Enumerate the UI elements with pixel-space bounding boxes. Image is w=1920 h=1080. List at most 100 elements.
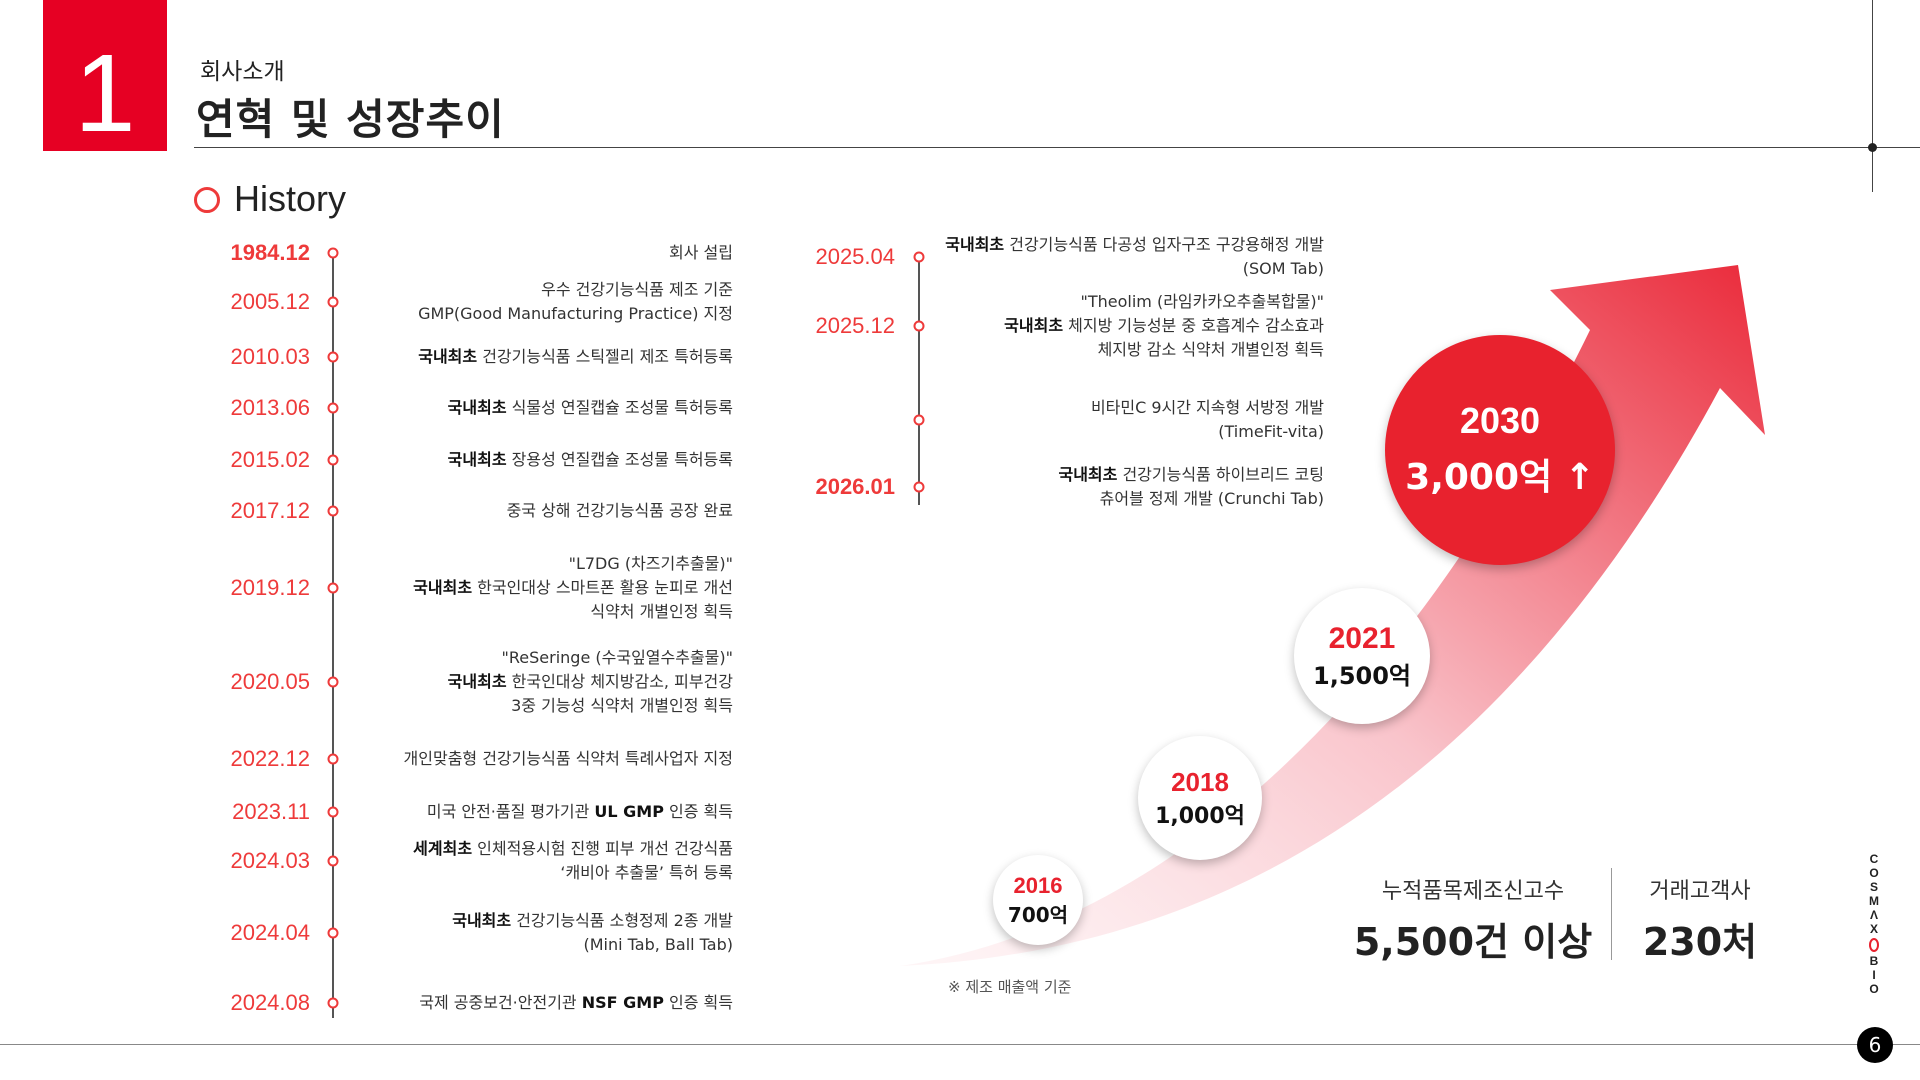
description-line: 우수 건강기능식품 제조 기준: [541, 280, 733, 299]
timeline-date: 2024.03: [230, 848, 310, 873]
timeline-dot: [327, 997, 339, 1009]
highlight-text: 국내최초: [418, 347, 478, 366]
timeline-date: 2005.12: [230, 289, 310, 314]
description-text: 인증 획득: [663, 802, 733, 821]
description-line: 국제 공중보건·안전기관 NSF GMP 인증 획득: [419, 991, 733, 1015]
highlight-text: 국내최초: [452, 911, 512, 930]
header-divider: [194, 147, 1920, 148]
description-line: 국내최초 식물성 연질캡슐 조성물 특허등록: [448, 396, 733, 420]
description-text: ‘캐비아 추출물’ 특허 등록: [560, 863, 733, 882]
description-text: 건강기능식품 소형정제 2종 개발: [511, 911, 733, 930]
description-line: 국내최초 건강기능식품 하이브리드 코팅: [1058, 463, 1324, 487]
milestone-circle: 2018 1,000억: [1138, 736, 1262, 860]
vertical-divider: [1872, 0, 1873, 192]
timeline-dot: [913, 320, 925, 332]
milestone-circle: 2021 1,500억: [1294, 588, 1430, 724]
brand-letter: C: [1869, 852, 1879, 866]
timeline-description: 국내최초 장용성 연질캡슐 조성물 특허등록: [448, 448, 733, 472]
stat-value: 230처: [1642, 920, 1758, 964]
timeline-date: 2022.12: [230, 746, 310, 771]
timeline-date: 2010.03: [230, 344, 310, 369]
stat-label: 거래고객사: [1649, 879, 1751, 904]
footer-divider: [0, 1044, 1920, 1045]
description-line: (Mini Tab, Ball Tab): [452, 933, 733, 957]
highlight-text: 국내최초: [413, 578, 473, 597]
brand-letter: O: [1869, 866, 1879, 880]
description-text: 회사 설립: [669, 243, 733, 262]
timeline-description: 세계최초 인체적용시험 진행 피부 개선 건강식품 ‘캐비아 추출물’ 특허 등록: [413, 837, 733, 885]
brand-letter: B: [1869, 954, 1879, 968]
description-line: 개인맞춤형 건강기능식품 식약처 특례사업자 지정: [404, 747, 733, 771]
description-text: 한국인대상 스마트폰 활용 눈피로 개선: [472, 578, 733, 597]
description-text: 식약처 개별인정 획득: [590, 602, 733, 621]
timeline-date: 2015.02: [230, 447, 310, 472]
milestone-year: 2018: [1171, 766, 1229, 797]
description-line: 체지방 감소 식약처 개별인정 획득: [1004, 338, 1324, 362]
milestone-year: 2016: [1013, 872, 1063, 898]
timeline-description: 국제 공중보건·안전기관 NSF GMP 인증 획득: [419, 991, 733, 1015]
description-text: 비타민C 9시간 지속형 서방정 개발: [1090, 398, 1324, 417]
highlight-text: 세계최초: [413, 839, 473, 858]
description-text: (Mini Tab, Ball Tab): [583, 935, 733, 954]
page-number: 6: [1857, 1027, 1893, 1063]
page-title: 연혁 및 성장추이: [196, 95, 505, 144]
timeline-date: 2019.12: [230, 575, 310, 600]
brand-mark-icon: [1869, 938, 1879, 952]
milestone-value: 1,000억: [1155, 803, 1245, 829]
brand-letter: I: [1872, 968, 1876, 982]
description-line: 3중 기능성 식약처 개별인정 획득: [448, 694, 733, 718]
highlight-text: UL GMP: [594, 802, 664, 821]
description-line: GMP(Good Manufacturing Practice) 지정: [418, 304, 733, 323]
description-line: ‘캐비아 추출물’ 특허 등록: [413, 861, 733, 885]
description-line: 미국 안전·품질 평가기관 UL GMP 인증 획득: [427, 800, 733, 824]
description-line: 국내최초 건강기능식품 다공성 입자구조 구강용해정 개발: [945, 233, 1324, 257]
timeline-date: 2023.11: [232, 799, 310, 824]
description-text: 식물성 연질캡슐 조성물 특허등록: [506, 398, 733, 417]
description-line: 세계최초 인체적용시험 진행 피부 개선 건강식품: [413, 837, 733, 861]
timeline-dot: [913, 481, 925, 493]
highlight-text: 국내최초: [447, 672, 507, 691]
description-line: 회사 설립: [669, 241, 733, 265]
timeline-dot: [327, 351, 339, 363]
description-line: 국내최초 건강기능식품 소형정제 2종 개발: [452, 909, 733, 933]
timeline-description: 국내최초 건강기능식품 소형정제 2종 개발 (Mini Tab, Ball Ta…: [452, 909, 733, 957]
description-text: 체지방 감소 식약처 개별인정 획득: [1097, 340, 1324, 359]
history-heading: History: [234, 178, 347, 219]
highlight-text: 국내최초: [447, 398, 507, 417]
description-line: 중국 상해 건강기능식품 공장 완료: [507, 499, 733, 523]
milestone-value: 3,000억 ↑: [1405, 457, 1595, 498]
brand-letter: M: [1869, 894, 1879, 908]
circle-icon: [194, 187, 220, 213]
timeline-dot: [913, 414, 925, 426]
section-number: 1: [74, 32, 136, 155]
timeline-date: 2013.06: [230, 395, 310, 420]
description-text: 한국인대상 체지방감소, 피부건강: [506, 672, 733, 691]
description-line: 국내최초 한국인대상 스마트폰 활용 눈피로 개선: [413, 576, 733, 600]
description-line: 식약처 개별인정 획득: [413, 600, 733, 624]
description-text: 츄어블 정제 개발 (Crunchi Tab): [1099, 489, 1324, 508]
timeline-dot: [913, 251, 925, 263]
description-line: "ReSeringe (수국잎열수추출물)": [448, 646, 733, 670]
description-text: 개인맞춤형 건강기능식품 식약처 특례사업자 지정: [403, 749, 733, 768]
description-line: (TimeFit-vita): [1091, 420, 1324, 444]
description-text: "L7DG (차즈기추출물)": [568, 554, 733, 573]
brand-letter: O: [1869, 982, 1879, 996]
timeline-description: "L7DG (차즈기추출물)" 국내최초 한국인대상 스마트폰 활용 눈피로 개선…: [413, 552, 733, 624]
stat-label: 누적품목제조신고수: [1381, 879, 1565, 904]
description-line: 국내최초 체지방 기능성분 중 호흡계수 감소효과: [1004, 314, 1324, 338]
timeline-line-left: [332, 252, 334, 1018]
timeline-dot: [327, 296, 339, 308]
timeline-description: 국내최초 건강기능식품 스틱젤리 제조 특허등록: [418, 345, 733, 369]
timeline-description: 국내최초 식물성 연질캡슐 조성물 특허등록: [448, 396, 733, 420]
description-text: 건강기능식품 다공성 입자구조 구강용해정 개발: [1004, 235, 1324, 254]
highlight-text: NSF GMP: [581, 993, 664, 1012]
timeline-line-right: [918, 255, 920, 505]
timeline-description: 회사 설립: [669, 241, 733, 265]
stat-clients: 거래고객사 230처: [1643, 873, 1757, 966]
timeline-description: "ReSeringe (수국잎열수추출물)" 국내최초 한국인대상 체지방감소, …: [448, 646, 733, 718]
milestone-value: 700억: [1007, 902, 1069, 927]
timeline-date: 2025.12: [815, 313, 895, 338]
stat-divider: [1611, 868, 1612, 960]
timeline-dot: [327, 247, 339, 259]
